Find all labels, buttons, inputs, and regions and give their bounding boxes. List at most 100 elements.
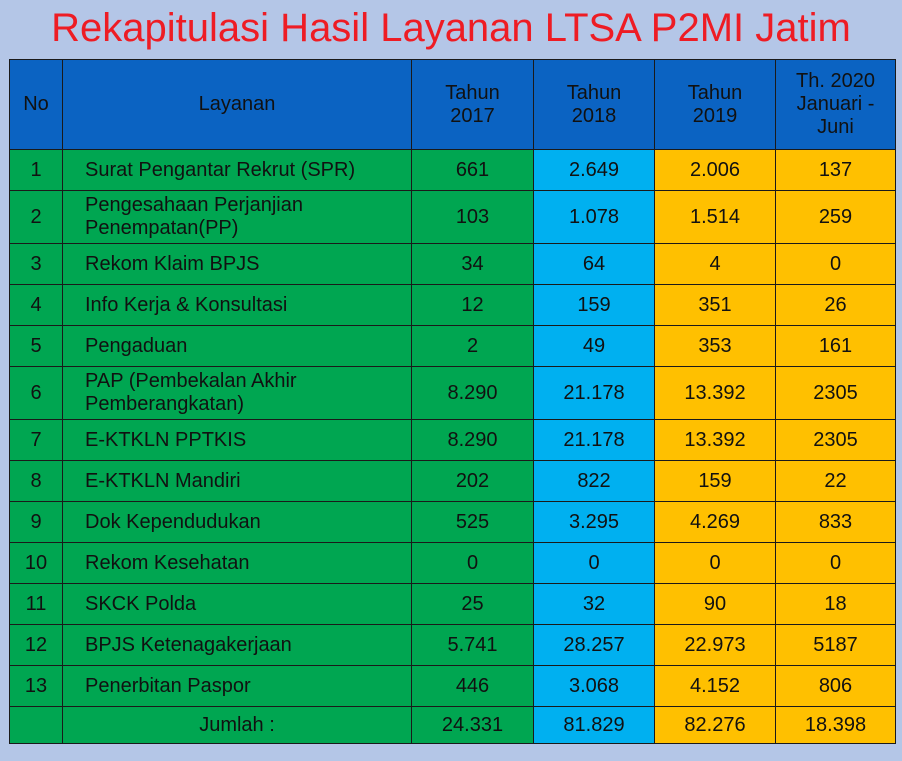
row-layanan-line: BPJS Ketenagakerjaan bbox=[85, 633, 292, 656]
total-row: Jumlah : 24.331 81.829 82.276 18.398 bbox=[9, 706, 896, 744]
row-no: 9 bbox=[9, 501, 63, 543]
row-2017: 5.741 bbox=[411, 624, 534, 666]
row-layanan-line: Rekom Klaim BPJS bbox=[85, 252, 260, 275]
row-2017: 25 bbox=[411, 583, 534, 625]
row-2020: 161 bbox=[775, 325, 896, 367]
row-layanan: SKCK Polda bbox=[62, 583, 412, 625]
row-layanan-line: E-KTKLN PPTKIS bbox=[85, 428, 247, 451]
row-2018: 21.178 bbox=[533, 366, 655, 420]
row-layanan-line: Info Kerja & Konsultasi bbox=[85, 293, 288, 316]
row-2018: 822 bbox=[533, 460, 655, 502]
row-2018: 0 bbox=[533, 542, 655, 584]
row-layanan-line: PAP (Pembekalan Akhir bbox=[85, 370, 297, 392]
header-2018-line2: 2018 bbox=[571, 104, 617, 127]
row-2017: 202 bbox=[411, 460, 534, 502]
row-layanan: Pengaduan bbox=[62, 325, 412, 367]
row-layanan: PAP (Pembekalan Akhir Pemberangkatan) bbox=[62, 366, 412, 420]
header-2017: Tahun 2017 bbox=[411, 59, 534, 150]
row-2020: 0 bbox=[775, 243, 896, 285]
row-2019: 351 bbox=[654, 284, 776, 326]
header-2018: Tahun 2018 bbox=[533, 59, 655, 150]
header-2020-line2: Januari - bbox=[796, 93, 875, 115]
table-row: 10 Rekom Kesehatan 0 0 0 0 bbox=[9, 542, 896, 584]
row-layanan: Pengesahaan Perjanjian Penempatan(PP) bbox=[62, 190, 412, 244]
header-2019-line1: Tahun bbox=[687, 81, 743, 104]
row-2018: 64 bbox=[533, 243, 655, 285]
row-layanan: Surat Pengantar Rekrut (SPR) bbox=[62, 149, 412, 191]
row-2019: 0 bbox=[654, 542, 776, 584]
header-2017-line1: Tahun bbox=[445, 81, 500, 104]
header-2018-line1: Tahun bbox=[566, 81, 622, 104]
row-2019: 13.392 bbox=[654, 366, 776, 420]
row-2017: 103 bbox=[411, 190, 534, 244]
table-row: 3 Rekom Klaim BPJS 34 64 4 0 bbox=[9, 243, 896, 285]
row-2019: 13.392 bbox=[654, 419, 776, 461]
row-2019: 1.514 bbox=[654, 190, 776, 244]
table-row: 7 E-KTKLN PPTKIS 8.290 21.178 13.392 2305 bbox=[9, 419, 896, 461]
row-2020: 26 bbox=[775, 284, 896, 326]
row-2017: 0 bbox=[411, 542, 534, 584]
row-no: 10 bbox=[9, 542, 63, 584]
row-layanan: Info Kerja & Konsultasi bbox=[62, 284, 412, 326]
header-2020-line3: Juni bbox=[817, 116, 854, 138]
row-no: 3 bbox=[9, 243, 63, 285]
row-2020: 0 bbox=[775, 542, 896, 584]
row-2020: 833 bbox=[775, 501, 896, 543]
recap-table: No Layanan Tahun 2017 Tahun 2018 Tahun 2… bbox=[9, 59, 896, 744]
row-layanan-line: SKCK Polda bbox=[85, 592, 197, 615]
row-2019: 4 bbox=[654, 243, 776, 285]
row-layanan-line: Pengaduan bbox=[85, 334, 188, 357]
table-row: 13 Penerbitan Paspor 446 3.068 4.152 806 bbox=[9, 665, 896, 707]
row-layanan-line: Dok Kependudukan bbox=[85, 510, 261, 533]
table-row: 1 Surat Pengantar Rekrut (SPR) 661 2.649 2.0… bbox=[9, 149, 896, 191]
row-layanan: Rekom Kesehatan bbox=[62, 542, 412, 584]
row-2019: 90 bbox=[654, 583, 776, 625]
row-2018: 1.078 bbox=[533, 190, 655, 244]
header-no: No bbox=[9, 59, 63, 150]
table-row: 4 Info Kerja & Konsultasi 12 159 351 26 bbox=[9, 284, 896, 326]
row-layanan: Penerbitan Paspor bbox=[62, 665, 412, 707]
row-2018: 32 bbox=[533, 583, 655, 625]
row-2017: 661 bbox=[411, 149, 534, 191]
row-2017: 446 bbox=[411, 665, 534, 707]
header-2020-line1: Th. 2020 bbox=[796, 70, 875, 92]
row-layanan-line: E-KTKLN Mandiri bbox=[85, 469, 241, 492]
row-layanan: E-KTKLN PPTKIS bbox=[62, 419, 412, 461]
row-2017: 8.290 bbox=[411, 419, 534, 461]
total-2020: 18.398 bbox=[775, 706, 896, 744]
row-no: 4 bbox=[9, 284, 63, 326]
header-layanan: Layanan bbox=[62, 59, 412, 150]
row-2018: 3.068 bbox=[533, 665, 655, 707]
row-2018: 28.257 bbox=[533, 624, 655, 666]
row-no: 11 bbox=[9, 583, 63, 625]
page-title: Rekapitulasi Hasil Layanan LTSA P2MI Jat… bbox=[51, 6, 851, 50]
row-2018: 49 bbox=[533, 325, 655, 367]
row-2020: 806 bbox=[775, 665, 896, 707]
row-no: 12 bbox=[9, 624, 63, 666]
row-2020: 2305 bbox=[775, 366, 896, 420]
row-2017: 2 bbox=[411, 325, 534, 367]
total-2019: 82.276 bbox=[654, 706, 776, 744]
row-layanan-line: Penempatan(PP) bbox=[85, 217, 239, 239]
header-row: No Layanan Tahun 2017 Tahun 2018 Tahun 2… bbox=[9, 59, 896, 150]
header-2019: Tahun 2019 bbox=[654, 59, 776, 150]
row-layanan: Rekom Klaim BPJS bbox=[62, 243, 412, 285]
row-layanan-line: Pengesahaan Perjanjian bbox=[85, 194, 303, 216]
header-2017-line2: 2017 bbox=[450, 104, 495, 127]
row-2017: 8.290 bbox=[411, 366, 534, 420]
row-layanan-line: Pemberangkatan) bbox=[85, 393, 244, 415]
table-row: 5 Pengaduan 2 49 353 161 bbox=[9, 325, 896, 367]
row-layanan-line: Penerbitan Paspor bbox=[85, 674, 251, 697]
row-2020: 22 bbox=[775, 460, 896, 502]
total-no-cell bbox=[9, 706, 63, 744]
row-2019: 4.152 bbox=[654, 665, 776, 707]
row-2019: 4.269 bbox=[654, 501, 776, 543]
table-row: 8 E-KTKLN Mandiri 202 822 159 22 bbox=[9, 460, 896, 502]
row-no: 6 bbox=[9, 366, 63, 420]
table-row: 6 PAP (Pembekalan Akhir Pemberangkatan) 8.2… bbox=[9, 366, 896, 420]
row-2017: 525 bbox=[411, 501, 534, 543]
row-layanan: E-KTKLN Mandiri bbox=[62, 460, 412, 502]
row-2020: 259 bbox=[775, 190, 896, 244]
row-2019: 22.973 bbox=[654, 624, 776, 666]
total-label: Jumlah : bbox=[62, 706, 412, 744]
